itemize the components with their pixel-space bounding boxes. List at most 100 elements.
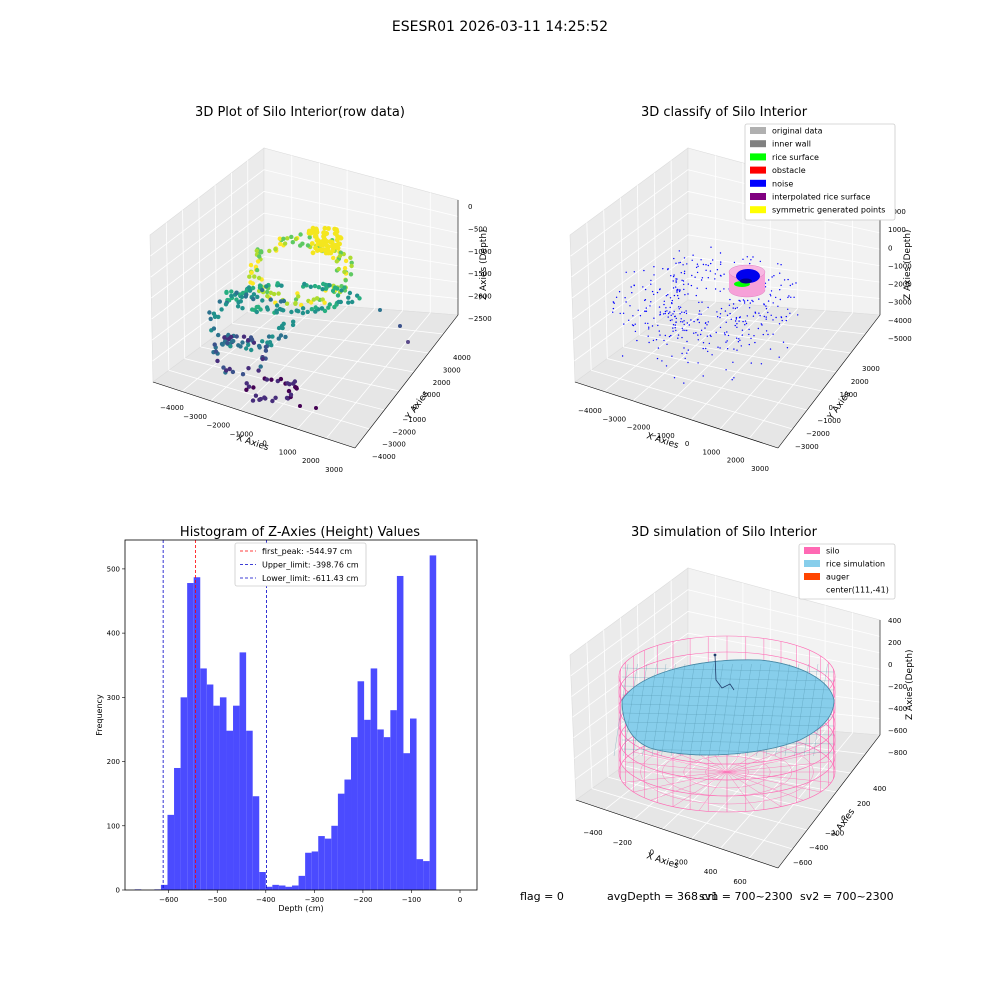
noise-point [700, 313, 702, 315]
histogram-bar [423, 861, 430, 890]
noise-point [723, 288, 725, 290]
data-point [273, 247, 278, 252]
data-point [274, 303, 280, 308]
data-point [244, 289, 249, 294]
noise-point [761, 324, 763, 326]
data-point [330, 288, 336, 293]
grid-line [572, 632, 689, 718]
noise-point [645, 307, 647, 309]
data-point [248, 280, 253, 285]
y-tick-label: 200 [107, 758, 120, 766]
silo-spoke [633, 751, 728, 773]
y-axis-line [777, 734, 881, 869]
x-tick: −1000 [651, 432, 675, 440]
noise-point [670, 314, 672, 316]
silo-spoke [698, 771, 728, 811]
noise-point [765, 316, 767, 318]
noise-point [695, 294, 697, 297]
silo-spoke [726, 771, 832, 783]
x-tick-label: −600 [159, 896, 178, 904]
noise-point [759, 260, 761, 263]
rice-mesh-line [680, 663, 695, 757]
noise-point [631, 324, 634, 326]
data-point [270, 398, 275, 404]
data-point [282, 241, 288, 246]
data-point [255, 259, 261, 264]
data-point [224, 368, 229, 373]
noise-point [663, 303, 665, 306]
grid-line [671, 311, 866, 335]
data-point [251, 292, 257, 297]
z-tick: −600 [888, 727, 907, 735]
noise-point [789, 312, 791, 314]
rice-mesh-line [784, 663, 800, 757]
noise-point [707, 321, 709, 323]
y-tick: −1000 [817, 417, 841, 425]
data-point [319, 306, 325, 311]
data-point [298, 232, 303, 237]
y-tick: −2000 [806, 430, 830, 438]
noise-point [764, 286, 767, 288]
noise-point [683, 311, 685, 314]
rice-mesh-line [621, 676, 835, 682]
histogram-y-label: Frequency [95, 694, 104, 736]
grid-line [150, 191, 265, 278]
histogram-bar [370, 668, 378, 890]
status-line: flag = 0 avgDepth = 368 cm sv1 = 700~230… [520, 890, 894, 903]
noise-point [707, 350, 709, 353]
status-flag: flag = 0 [520, 890, 564, 903]
noise-point [740, 345, 742, 347]
noise-point [612, 307, 615, 310]
noise-point [681, 336, 683, 339]
grid-line [325, 312, 431, 439]
noise-point [675, 281, 677, 283]
noise-point [765, 330, 768, 332]
noise-point [739, 316, 741, 318]
grid-line [268, 308, 376, 420]
noise-point [677, 334, 680, 336]
noise-point [679, 261, 681, 264]
noise-point [665, 307, 667, 309]
noise-point [669, 297, 672, 299]
noise-point [622, 312, 625, 314]
classify-plot-x-ticks: −4000−3000−2000−1000 0 1000 2000 3000 [578, 407, 769, 473]
legend-label: interpolated rice surface [772, 193, 870, 202]
grid-line [263, 256, 459, 283]
noise-point [754, 311, 756, 313]
noise-point [793, 296, 795, 298]
noise-point [707, 306, 709, 309]
histogram-bar [429, 555, 437, 890]
data-point [307, 235, 312, 240]
data-point [334, 229, 340, 235]
x-tick: −2000 [206, 422, 230, 430]
noise-point [666, 343, 668, 345]
noise-point [760, 363, 763, 365]
noise-point [681, 352, 683, 355]
noise-point [738, 299, 740, 302]
noise-point [697, 265, 699, 267]
noise-point [648, 341, 650, 344]
noise-point [679, 289, 681, 291]
noise-point [717, 346, 719, 348]
histogram-x-ticks: −600 −500 −400 −300 −200 −100 0 [159, 890, 462, 904]
legend-swatch [804, 573, 820, 580]
noise-point [733, 261, 736, 264]
data-point [264, 284, 269, 289]
data-point [280, 325, 285, 331]
noise-point [724, 334, 726, 336]
x-tick: −3000 [602, 415, 626, 423]
noise-point [719, 274, 722, 277]
noise-point [655, 339, 658, 341]
noise-point [743, 302, 746, 304]
silo-floor-ring [683, 755, 771, 789]
noise-point [690, 284, 693, 287]
noise-point [767, 300, 770, 302]
grid-line [748, 312, 853, 439]
data-point [257, 254, 262, 259]
noise-point [628, 319, 630, 321]
noise-point [736, 326, 738, 328]
data-point [286, 388, 292, 394]
histogram-bar [206, 684, 214, 890]
noise-point [669, 311, 671, 313]
noise-point [675, 321, 677, 323]
